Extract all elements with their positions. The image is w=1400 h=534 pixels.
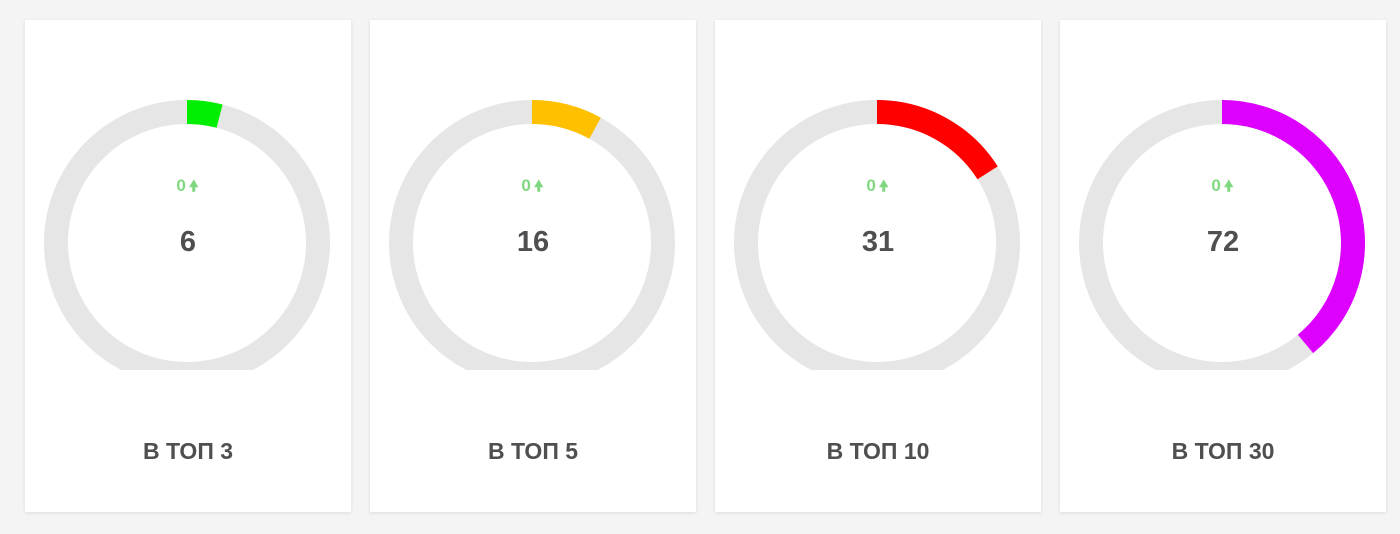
metric-label: В ТОП 30 [1171, 438, 1275, 464]
progress-ring [44, 100, 330, 370]
stat-card-top10: 0 🠝 31 В ТОП 10 [715, 20, 1041, 512]
delta-indicator: 0 🠝 [370, 176, 696, 201]
progress-ring-arc [531, 100, 601, 139]
delta-value: 0 [176, 176, 187, 195]
arrow-up-icon: 🠝 [533, 178, 545, 195]
delta-indicator: 0 🠝 [1060, 176, 1386, 201]
delta-value: 0 [521, 176, 532, 195]
delta-indicator: 0 🠝 [715, 176, 1041, 201]
delta-value: 0 [1211, 176, 1222, 195]
progress-ring [734, 100, 1020, 370]
progress-ring [1079, 100, 1365, 370]
metric-value: 16 [516, 226, 550, 258]
arrow-up-icon: 🠝 [188, 178, 200, 195]
metric-label: В ТОП 10 [826, 438, 930, 464]
progress-ring-arc [1221, 100, 1365, 354]
delta-indicator: 0 🠝 [25, 176, 351, 201]
metric-value: 72 [1206, 226, 1240, 258]
arrow-up-icon: 🠝 [1223, 178, 1235, 195]
progress-ring-arc [876, 100, 998, 180]
delta-value: 0 [866, 176, 877, 195]
progress-ring [389, 100, 675, 370]
metric-label: В ТОП 5 [487, 438, 579, 464]
stat-card-top3: 0 🠝 6 В ТОП 3 [25, 20, 351, 512]
stat-card-top5: 0 🠝 16 В ТОП 5 [370, 20, 696, 512]
metric-label: В ТОП 3 [142, 438, 234, 464]
arrow-up-icon: 🠝 [878, 178, 890, 195]
stat-card-top30: 0 🠝 72 В ТОП 30 [1060, 20, 1386, 512]
metric-value: 6 [179, 226, 197, 258]
metric-value: 31 [861, 226, 895, 258]
progress-ring-arc [186, 100, 223, 128]
